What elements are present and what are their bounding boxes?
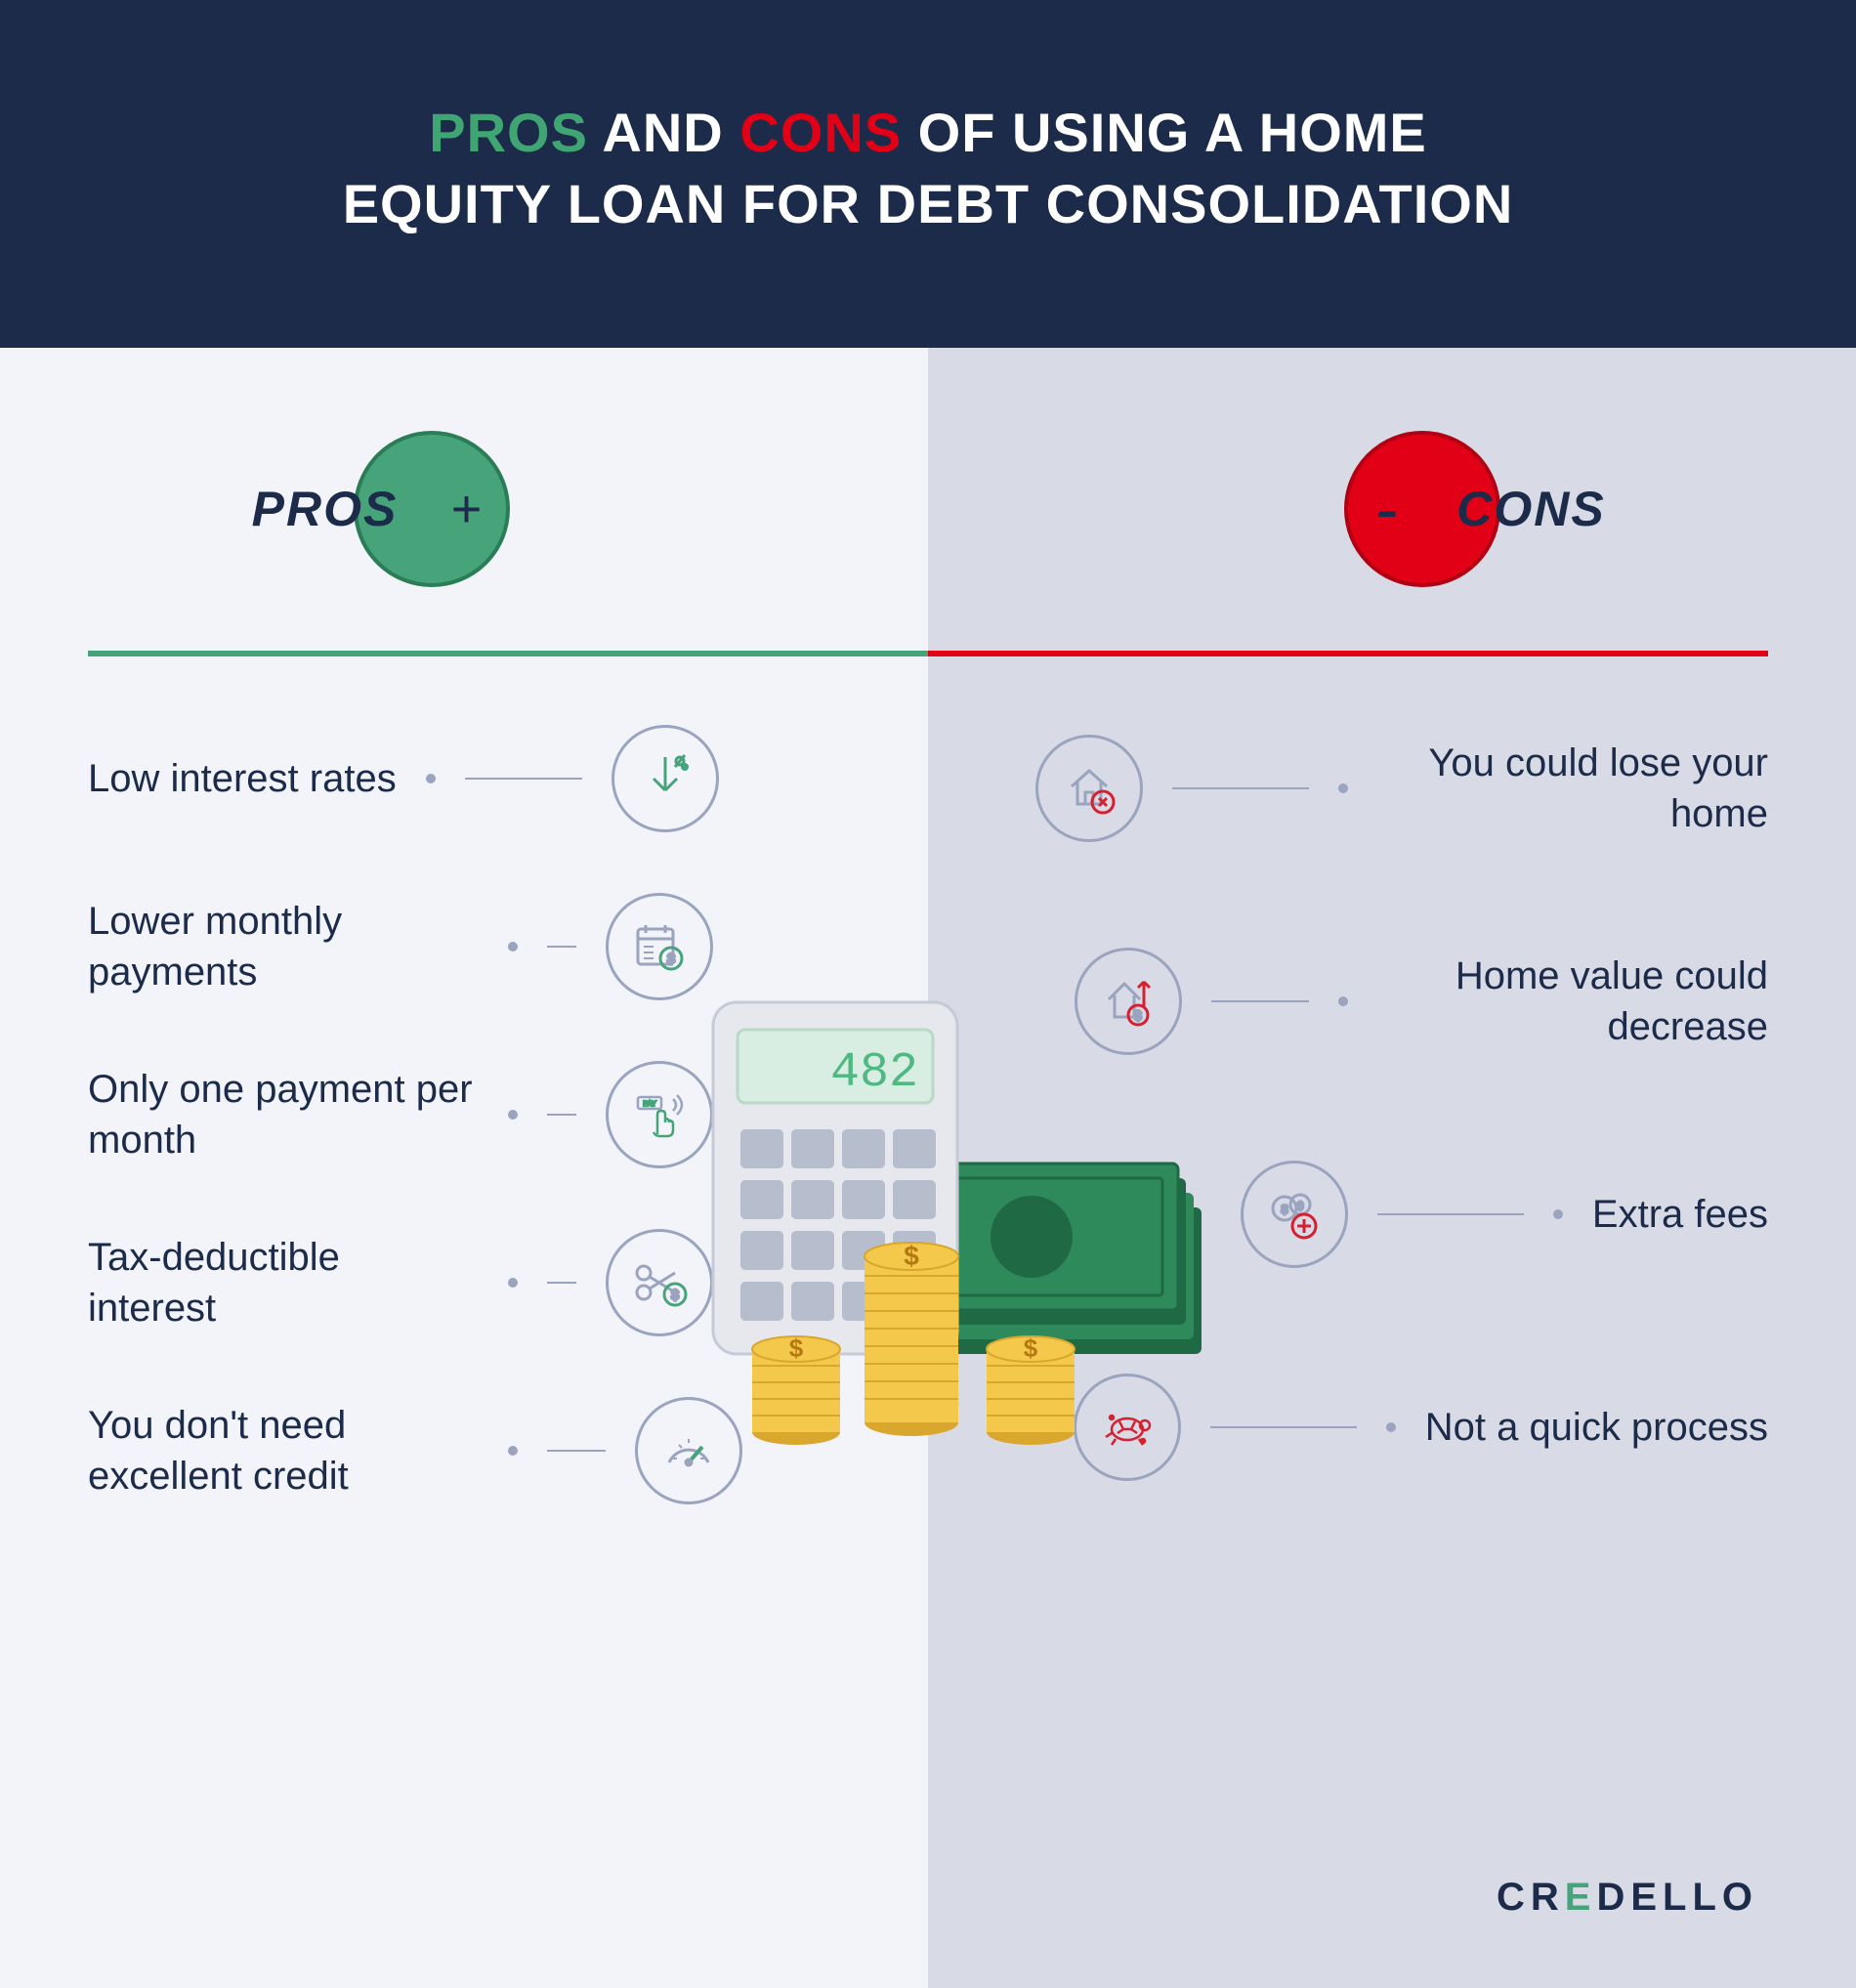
header: PROS AND CONS OF USING A HOME EQUITY LOA… bbox=[0, 0, 1856, 348]
logo-pre: CR bbox=[1497, 1876, 1565, 1919]
cons-divider bbox=[928, 651, 1768, 656]
svg-text:$: $ bbox=[904, 1241, 919, 1271]
logo-accent: E bbox=[1565, 1876, 1597, 1919]
connector-dot bbox=[508, 942, 518, 952]
connector-dot bbox=[1553, 1209, 1563, 1219]
svg-text:$: $ bbox=[667, 951, 675, 966]
pros-item-text: Low interest rates bbox=[88, 753, 397, 804]
connector-line bbox=[547, 1114, 576, 1116]
pros-item-text: Only one payment per month bbox=[88, 1064, 479, 1165]
title-line2: EQUITY LOAN FOR DEBT CONSOLIDATION bbox=[343, 173, 1514, 234]
cons-head-label: CONS bbox=[1456, 481, 1605, 537]
title-cons-word: CONS bbox=[739, 102, 902, 163]
connector-dot bbox=[1386, 1422, 1396, 1432]
svg-text:$: $ bbox=[789, 1333, 804, 1363]
connector-dot bbox=[426, 774, 436, 783]
connector-line bbox=[1377, 1213, 1524, 1215]
pros-divider bbox=[88, 651, 928, 656]
home-x-icon bbox=[1035, 735, 1143, 842]
connector-dot bbox=[508, 1446, 518, 1456]
svg-text:$: $ bbox=[1297, 1201, 1303, 1212]
pros-item-text: Tax-deductible interest bbox=[88, 1232, 479, 1333]
pros-head-label: PROS bbox=[252, 481, 399, 537]
pros-item-text: Lower monthly payments bbox=[88, 896, 479, 997]
connector-line bbox=[547, 946, 576, 948]
svg-text:$: $ bbox=[1024, 1333, 1038, 1363]
title-mid1: AND bbox=[588, 102, 739, 163]
cons-head: CONS bbox=[928, 416, 1856, 602]
connector-dot bbox=[1338, 783, 1348, 793]
percent-down-icon bbox=[612, 725, 719, 832]
pros-item: Low interest rates bbox=[88, 725, 840, 832]
pros-item-text: You don't need excellent credit bbox=[88, 1400, 479, 1502]
connector-line bbox=[547, 1282, 576, 1284]
connector-line bbox=[1172, 787, 1309, 789]
cons-item: You could lose your home bbox=[1016, 735, 1768, 842]
calculator-money-icon: 482 $ bbox=[635, 973, 1221, 1461]
connector-line bbox=[1210, 1426, 1357, 1428]
credello-logo: CREDELLO bbox=[1497, 1876, 1758, 1920]
infographic-root: PROS AND CONS OF USING A HOME EQUITY LOA… bbox=[0, 0, 1856, 1988]
title: PROS AND CONS OF USING A HOME EQUITY LOA… bbox=[117, 98, 1739, 240]
cons-item-text: Extra fees bbox=[1592, 1189, 1768, 1240]
title-pros-word: PROS bbox=[429, 102, 588, 163]
connector-line bbox=[465, 778, 582, 780]
logo-post: DELLO bbox=[1596, 1876, 1758, 1919]
svg-text:482: 482 bbox=[830, 1045, 918, 1101]
title-mid2: OF USING A HOME bbox=[902, 102, 1427, 163]
cons-item-text: Not a quick process bbox=[1425, 1402, 1768, 1453]
connector-dot bbox=[508, 1278, 518, 1288]
connector-line bbox=[1211, 1000, 1309, 1002]
connector-dot bbox=[508, 1110, 518, 1120]
coins-plus-icon: $ $ bbox=[1241, 1161, 1348, 1268]
pros-head: PROS bbox=[0, 416, 928, 602]
svg-text:$: $ bbox=[1282, 1203, 1288, 1216]
connector-dot bbox=[1338, 996, 1348, 1006]
body-area: PROS Low interest rates bbox=[0, 348, 1856, 1988]
cons-item-text: Home value could decrease bbox=[1377, 951, 1768, 1052]
connector-line bbox=[547, 1450, 606, 1452]
cons-item-text: You could lose your home bbox=[1377, 738, 1768, 839]
center-illustration: 482 $ bbox=[635, 973, 1221, 1461]
